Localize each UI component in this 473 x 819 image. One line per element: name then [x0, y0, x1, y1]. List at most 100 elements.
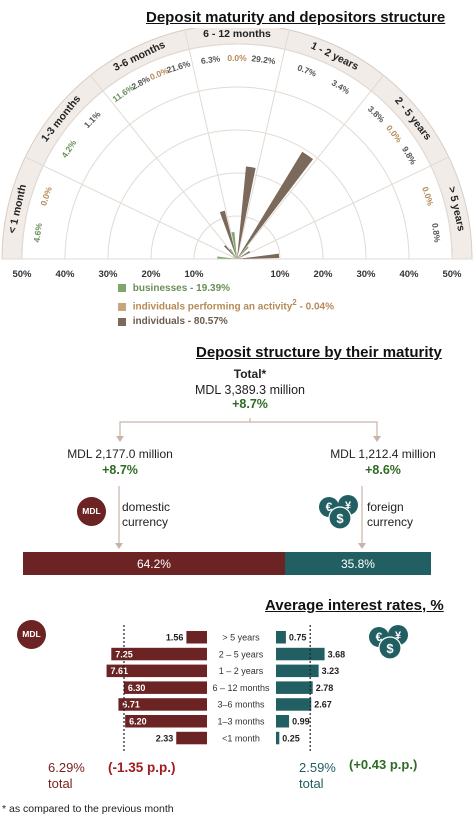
polar-bar: [231, 232, 237, 259]
fx-rate-value: 3.68: [328, 649, 346, 659]
mdl-rate-value: 6.71: [122, 700, 140, 710]
polar-legend: businesses - 19.39% individuals performi…: [118, 283, 334, 327]
polar-bar: [237, 151, 314, 259]
bar-segment-domestic: 64.2%: [23, 552, 285, 575]
fx-rate-bar: [276, 647, 325, 661]
polar-axis-tick: 10%: [184, 269, 204, 280]
polar-sector-line: [236, 74, 384, 260]
polar-value-label: 0.0%: [384, 123, 404, 145]
polar-value-label: 1.1%: [82, 109, 103, 130]
fx-rate-value: 3.23: [322, 666, 340, 676]
mdl-rate-value: 1.56: [166, 633, 184, 643]
polar-bar: [229, 248, 237, 259]
polar-value-label: 9.8%: [400, 145, 419, 167]
foreign-change: +8.6%: [365, 463, 401, 477]
svg-text:$: $: [336, 511, 344, 526]
foreign-currency-label: foreign currency: [367, 500, 413, 530]
legend-swatch-businesses: [118, 284, 126, 293]
legend-businesses: businesses - 19.39%: [118, 283, 334, 294]
footnote: * as compared to the previous month: [2, 803, 174, 815]
polar-axis-tick: 20%: [313, 269, 333, 280]
polar-ring: [21, 43, 453, 260]
polar-value-label: 0.0%: [227, 53, 247, 63]
polar-ring: [193, 215, 281, 260]
fx-rate-bar: [276, 631, 286, 644]
rate-category-label: 1 – 2 years: [219, 666, 264, 676]
legend-label-individuals-activity: individuals performing an activity: [132, 301, 293, 313]
total-block: Total* MDL 3,389.3 million +8.7%: [150, 367, 350, 411]
foreign-currency-icon: € ¥ $: [319, 495, 358, 530]
fx-rate-value: 0.25: [282, 733, 300, 743]
fx-rate-value: 0.99: [292, 717, 310, 727]
mdl-currency-icon: MDL: [77, 497, 106, 526]
legend-label-individuals-activity-share: - 0.04%: [296, 301, 334, 313]
foreign-block: MDL 1,212.4 million +8.6%: [318, 447, 448, 477]
domestic-label-line1: domestic: [122, 500, 171, 514]
domestic-change: +8.7%: [102, 463, 138, 477]
polar-sector-line: [90, 74, 238, 260]
polar-sector-line: [184, 29, 238, 260]
mdl-rate-bar: [125, 715, 207, 728]
svg-text:¥: ¥: [345, 500, 352, 512]
domestic-value: MDL 2,177.0 million: [67, 447, 173, 461]
polar-sector-line: [236, 29, 290, 260]
domestic-label-line2: currency: [122, 515, 169, 529]
polar-value-label: 0.7%: [296, 62, 318, 78]
polar-axis-tick: 40%: [399, 269, 419, 280]
polar-category-label: 6 - 12 months: [203, 28, 271, 40]
polar-axis-tick: 50%: [12, 269, 32, 280]
foreign-label-line1: foreign: [367, 500, 404, 514]
polar-bar: [237, 166, 256, 259]
mdl-badge-text: MDL: [82, 506, 101, 516]
polar-bar: [237, 251, 251, 259]
domestic-currency-label: domestic currency: [122, 500, 170, 530]
rate-category-label: > 5 years: [222, 633, 260, 643]
polar-bar: [237, 256, 239, 259]
polar-bar: [224, 245, 237, 259]
rate-category-label: <1 month: [222, 733, 260, 743]
total-value: MDL 3,389.3 million: [194, 383, 305, 397]
fx-total-change: (+0.43 p.p.): [349, 757, 418, 772]
polar-axis-tick: 20%: [141, 269, 161, 280]
legend-label-individuals: individuals - 80.57%: [132, 316, 228, 328]
fx-rate-bar: [276, 731, 280, 745]
bar-segment-foreign: 35.8%: [284, 552, 431, 575]
bar-label-foreign: 35.8%: [340, 556, 375, 571]
mdl-rate-value: 6.20: [129, 717, 147, 727]
fx-rate-value: 2.67: [314, 700, 332, 710]
bar-label-domestic: 64.2%: [136, 556, 171, 571]
polar-value-label: 29.2%: [251, 53, 277, 66]
interest-rates-title: Average interest rates, %: [265, 597, 444, 614]
structure-connectors: [115, 418, 381, 549]
fx-rate-value: 0.75: [289, 633, 307, 643]
svg-text:€: €: [326, 500, 333, 514]
polar-value-label: 4.2%: [59, 138, 78, 160]
fx-total-word: total: [299, 776, 324, 791]
mdl-rates-icon: MDL: [17, 620, 46, 649]
polar-ring: [107, 129, 367, 260]
polar-value-label: 4.6%: [31, 222, 44, 243]
total-change: +8.7%: [232, 397, 268, 411]
mdl-rate-value: 6.30: [128, 683, 146, 693]
polar-bar: [237, 253, 280, 259]
polar-value-label: 21.6%: [165, 58, 191, 75]
total-label: Total*: [233, 367, 267, 381]
foreign-value: MDL 1,212.4 million: [330, 447, 436, 461]
rate-category-label: 3–6 months: [217, 700, 265, 710]
polar-chart-title: Deposit maturity and depositors structur…: [146, 9, 446, 26]
mdl-rate-value: 2.33: [156, 733, 174, 743]
fx-total-block: 2.59% total: [299, 760, 336, 792]
mdl-total-value: 6.29%: [48, 760, 85, 775]
polar-axis-tick: 40%: [55, 269, 75, 280]
mdl-rate-bar: [111, 647, 207, 661]
polar-bar: [237, 246, 249, 259]
polar-axis-tick: 50%: [442, 269, 462, 280]
legend-label-businesses: businesses - 19.39%: [132, 283, 231, 294]
rate-category-label: 1–3 months: [217, 717, 265, 727]
polar-value-label: 3.8%: [366, 104, 387, 125]
fx-rate-bar: [276, 664, 319, 678]
mdl-rate-bar: [123, 681, 207, 694]
fx-rate-value: 2.78: [316, 683, 334, 693]
